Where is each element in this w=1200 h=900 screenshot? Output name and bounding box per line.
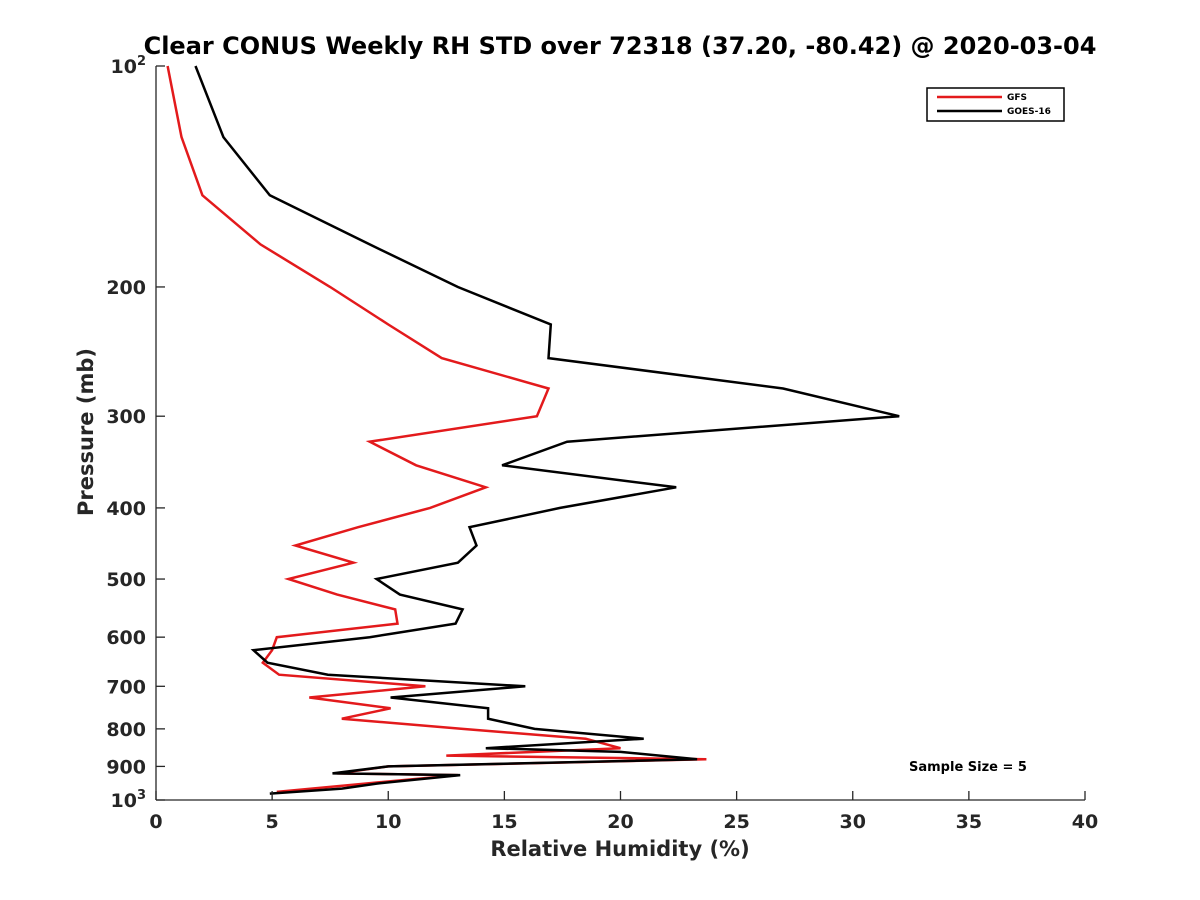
x-tick-label: 25 [723,811,749,833]
x-tick-label: 20 [607,811,633,833]
legend-label-goes16: GOES-16 [1007,107,1051,117]
sample-size-annotation: Sample Size = 5 [909,760,1027,775]
x-axis-label: Relative Humidity (%) [490,837,749,861]
y-tick-label: 500 [106,569,146,591]
series-line-goes16 [194,65,900,795]
y-tick-label: 102 [111,54,147,78]
x-tick-label: 40 [1072,811,1098,833]
y-tick-label: 600 [106,627,146,649]
legend-box [926,87,1065,122]
y-tick-label: 700 [106,676,146,698]
x-tick-label: 5 [266,811,279,833]
x-tick-label: 35 [956,811,982,833]
series-lines [166,65,900,795]
axes: 0 5 10 15 20 25 30 35 40 102 200 300 400 500 600 700 800… [106,54,1098,833]
legend: GFS GOES-16 [926,87,1065,122]
x-tick-label: 0 [149,811,162,833]
y-tick-label: 300 [106,406,146,428]
y-tick-label: 400 [106,498,146,520]
y-tick-label: 103 [111,788,147,812]
y-tick-label: 200 [106,277,146,299]
x-tick-label: 10 [375,811,401,833]
chart-title: Clear CONUS Weekly RH STD over 72318 (37… [144,32,1097,60]
y-tick-label: 800 [106,719,146,741]
series-line-gfs [166,65,707,794]
y-axis-label: Pressure (mb) [74,348,98,516]
x-tick-label: 30 [840,811,866,833]
y-tick-label: 900 [106,756,146,778]
legend-label-gfs: GFS [1007,93,1027,103]
x-tick-label: 15 [491,811,517,833]
